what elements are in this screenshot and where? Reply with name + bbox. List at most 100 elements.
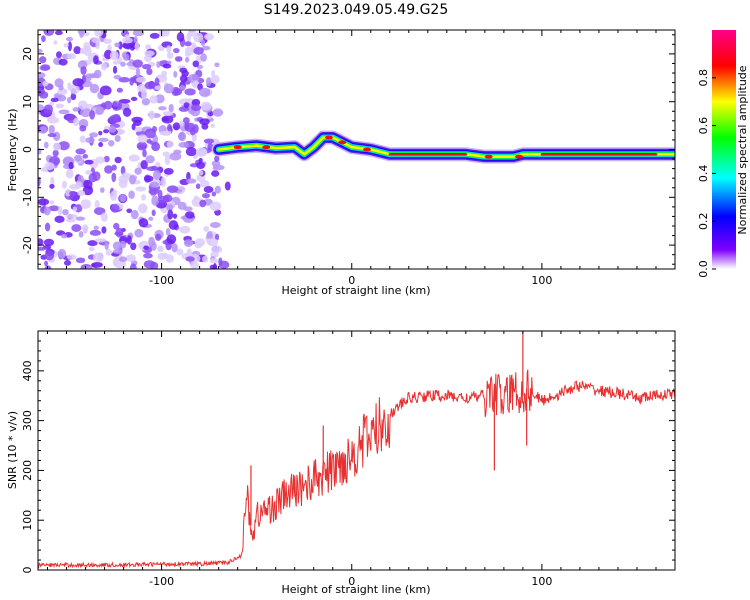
noise-blob bbox=[89, 247, 95, 252]
noise-blob bbox=[113, 114, 120, 120]
noise-blob bbox=[64, 260, 71, 266]
noise-blob bbox=[157, 246, 164, 253]
noise-blob bbox=[201, 40, 205, 47]
noise-blob bbox=[101, 226, 106, 233]
noise-blob bbox=[113, 258, 119, 267]
noise-blob bbox=[113, 223, 119, 230]
noise-blob bbox=[76, 216, 86, 220]
noise-blob bbox=[69, 191, 77, 196]
colorbar-label: Normalized spectral amplitude bbox=[736, 65, 749, 234]
noise-blob bbox=[149, 182, 159, 188]
noise-blob bbox=[62, 181, 67, 189]
noise-blob bbox=[44, 27, 55, 36]
noise-blob bbox=[186, 178, 196, 183]
noise-blob bbox=[128, 191, 135, 199]
noise-blob bbox=[59, 109, 70, 114]
y-tick-label: 0 bbox=[21, 567, 34, 574]
colorbar-tick-label: 0.2 bbox=[697, 212, 710, 230]
noise-blob bbox=[80, 66, 86, 75]
colorbar-tick-label: 0.6 bbox=[697, 117, 710, 135]
noise-blob bbox=[202, 193, 210, 198]
noise-blob bbox=[199, 158, 203, 163]
noise-blob bbox=[185, 52, 190, 57]
noise-blob bbox=[39, 126, 47, 134]
noise-blob bbox=[45, 223, 50, 232]
noise-blob bbox=[77, 190, 85, 196]
noise-blob bbox=[156, 61, 160, 68]
noise-blob bbox=[141, 90, 147, 100]
y-tick-label: 100 bbox=[21, 510, 34, 531]
noise-blob bbox=[118, 101, 122, 110]
noise-blob bbox=[41, 35, 46, 42]
noise-blob bbox=[89, 173, 98, 182]
noise-blob bbox=[167, 52, 174, 59]
noise-blob bbox=[148, 217, 153, 221]
noise-blob bbox=[129, 77, 134, 86]
noise-blob bbox=[173, 213, 177, 218]
noise-blob bbox=[207, 238, 218, 246]
noise-blob bbox=[158, 106, 167, 110]
noise-blob bbox=[58, 85, 63, 91]
snr-panel: -100 0 1000100200300400 Height of straight… bbox=[6, 331, 675, 596]
noise-blob bbox=[211, 245, 222, 253]
noise-blob bbox=[204, 186, 214, 193]
noise-blob bbox=[55, 30, 63, 35]
y-tick-label: -10 bbox=[21, 188, 34, 206]
noise-blob bbox=[169, 104, 174, 113]
noise-blob bbox=[144, 50, 154, 56]
noise-blob bbox=[78, 175, 84, 182]
noise-blob bbox=[155, 162, 160, 167]
noise-blob bbox=[184, 88, 195, 95]
noise-blob bbox=[108, 140, 115, 146]
noise-blob bbox=[161, 177, 166, 187]
noise-blob bbox=[192, 60, 199, 67]
noise-blob bbox=[167, 141, 173, 148]
noise-blob bbox=[211, 124, 215, 128]
noise-blob bbox=[96, 106, 105, 115]
noise-blob bbox=[163, 111, 173, 116]
y-tick-label: 0 bbox=[21, 146, 34, 153]
noise-blob bbox=[123, 108, 131, 117]
noise-blob bbox=[80, 135, 86, 143]
noise-blob bbox=[91, 262, 103, 268]
noise-blob bbox=[213, 108, 224, 116]
noise-blob bbox=[95, 40, 99, 49]
noise-blob bbox=[98, 138, 109, 142]
noise-blob bbox=[44, 162, 54, 170]
noise-blob bbox=[53, 143, 61, 151]
noise-blob bbox=[115, 157, 122, 163]
noise-blob bbox=[45, 251, 54, 260]
noise-blob bbox=[141, 194, 146, 200]
noise-blob bbox=[186, 147, 197, 156]
noise-blob bbox=[44, 206, 51, 215]
noise-blob bbox=[131, 117, 143, 123]
noise-blob bbox=[110, 191, 117, 200]
noise-blob bbox=[137, 142, 148, 151]
spectrogram-y-axis-label: Frequency (Hz) bbox=[6, 109, 19, 192]
noise-blob bbox=[139, 218, 149, 227]
noise-blob bbox=[161, 70, 167, 77]
noise-blob bbox=[214, 62, 219, 67]
noise-blob bbox=[167, 185, 179, 192]
noise-blob bbox=[155, 234, 161, 241]
noise-blob bbox=[89, 110, 95, 120]
y-tick-label: 20 bbox=[21, 47, 34, 61]
noise-blob bbox=[49, 184, 54, 189]
noise-blob bbox=[44, 261, 48, 266]
noise-blob bbox=[158, 196, 170, 203]
noise-blob bbox=[179, 226, 190, 234]
noise-blob bbox=[44, 105, 53, 114]
noise-blob bbox=[210, 75, 219, 84]
noise-blob bbox=[93, 55, 99, 64]
noise-blob bbox=[178, 142, 189, 148]
ridge-hotspot bbox=[363, 148, 371, 152]
noise-blob bbox=[53, 150, 59, 157]
noise-blob bbox=[167, 124, 172, 131]
noise-blob bbox=[67, 254, 77, 260]
noise-blob bbox=[79, 30, 84, 38]
noise-blob bbox=[84, 160, 93, 165]
noise-blob bbox=[199, 170, 203, 175]
noise-blob bbox=[178, 132, 186, 142]
noise-blob bbox=[164, 84, 174, 94]
noise-blob bbox=[39, 56, 46, 63]
